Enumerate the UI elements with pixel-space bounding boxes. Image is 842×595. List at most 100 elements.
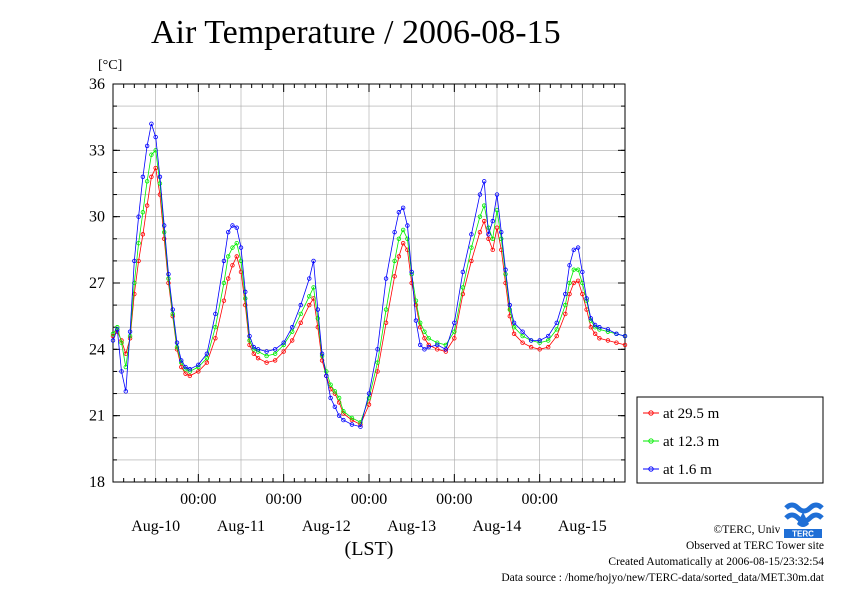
data-point-0 xyxy=(588,325,594,330)
data-point-0 xyxy=(554,333,559,339)
legend-swatch-marker xyxy=(648,438,654,444)
data-point-2 xyxy=(332,404,338,410)
data-point-1 xyxy=(324,369,329,374)
data-point-2 xyxy=(272,347,278,352)
data-point-0 xyxy=(290,338,295,343)
data-point-1 xyxy=(575,267,581,272)
data-point-0 xyxy=(307,302,312,308)
data-point-2 xyxy=(580,269,585,275)
data-point-0 xyxy=(183,371,188,376)
legend-label: at 1.6 m xyxy=(663,462,712,478)
data-point-2 xyxy=(592,322,598,328)
data-point-2 xyxy=(341,417,346,423)
x-tick-label: 00:00 xyxy=(180,491,216,508)
data-point-1 xyxy=(511,325,517,330)
data-point-1 xyxy=(307,294,312,299)
legend-label: at 29.5 m xyxy=(663,406,720,422)
data-point-0 xyxy=(140,232,146,237)
data-point-1 xyxy=(336,395,342,401)
data-point-1 xyxy=(383,307,389,312)
data-point-2 xyxy=(132,258,137,264)
data-point-1 xyxy=(405,236,410,241)
data-point-0 xyxy=(494,225,500,230)
data-point-2 xyxy=(127,329,133,334)
data-point-2 xyxy=(324,373,329,379)
data-point-2 xyxy=(336,413,342,418)
data-point-2 xyxy=(264,349,269,354)
data-point-2 xyxy=(255,347,261,352)
data-point-0 xyxy=(396,254,402,259)
data-point-2 xyxy=(418,342,423,348)
data-point-0 xyxy=(179,364,184,370)
data-point-1 xyxy=(452,329,457,334)
data-point-0 xyxy=(298,320,303,325)
data-point-0 xyxy=(614,340,619,345)
data-point-2 xyxy=(281,340,286,345)
data-point-1 xyxy=(563,302,568,308)
data-point-0 xyxy=(255,355,261,361)
data-point-2 xyxy=(588,316,594,321)
data-point-1 xyxy=(537,340,542,345)
data-point-2 xyxy=(405,223,410,228)
x-tick-label: 00:00 xyxy=(265,491,301,508)
data-point-1 xyxy=(230,245,235,250)
data-point-0 xyxy=(575,278,581,283)
data-point-1 xyxy=(400,227,406,233)
data-point-1 xyxy=(132,280,137,286)
credit-line: Observed at TERC Tower site xyxy=(685,540,824,552)
data-point-2 xyxy=(614,331,619,337)
data-point-2 xyxy=(482,179,487,184)
legend-swatch-marker xyxy=(648,410,654,416)
data-point-2 xyxy=(554,320,559,325)
data-point-2 xyxy=(319,351,325,356)
data-point-2 xyxy=(225,229,231,235)
credit-line: Data source : /home/hojyo/new/TERC-data/… xyxy=(501,572,824,584)
data-point-1 xyxy=(571,267,576,272)
data-point-0 xyxy=(546,344,551,350)
data-point-0 xyxy=(622,342,628,348)
legend-label: at 12.3 m xyxy=(663,434,720,450)
credits-block: ©TERC, Univ. Tsukuba Observed at TERC To… xyxy=(501,522,824,586)
logo-text: TERC xyxy=(792,530,814,539)
data-point-2 xyxy=(315,307,320,312)
data-point-2 xyxy=(366,391,372,396)
data-point-2 xyxy=(204,351,210,356)
data-point-2 xyxy=(161,223,167,228)
data-point-1 xyxy=(290,329,295,334)
data-point-1 xyxy=(567,280,572,286)
x-axis-label: (LST) xyxy=(345,538,394,560)
data-point-0 xyxy=(238,269,244,275)
data-point-2 xyxy=(507,302,512,308)
data-point-0 xyxy=(435,347,440,352)
data-point-2 xyxy=(196,362,201,368)
data-point-2 xyxy=(494,192,500,197)
data-point-2 xyxy=(477,192,483,197)
data-point-2 xyxy=(174,340,180,345)
data-point-2 xyxy=(528,338,534,343)
data-point-2 xyxy=(605,327,611,332)
data-point-2 xyxy=(153,134,158,140)
data-point-0 xyxy=(477,229,483,235)
data-point-2 xyxy=(571,247,576,253)
data-point-2 xyxy=(426,344,431,350)
data-point-0 xyxy=(486,236,491,241)
data-point-1 xyxy=(499,236,504,241)
data-point-2 xyxy=(490,218,495,224)
data-point-0 xyxy=(537,347,542,352)
data-point-0 xyxy=(605,338,611,343)
data-point-2 xyxy=(537,338,542,343)
y-tick-label: 36 xyxy=(89,76,105,93)
data-point-1 xyxy=(140,210,146,215)
data-point-2 xyxy=(597,325,602,330)
data-point-1 xyxy=(238,258,244,264)
data-point-2 xyxy=(383,276,389,281)
data-point-0 xyxy=(264,360,269,365)
data-point-1 xyxy=(520,333,525,339)
data-point-0 xyxy=(161,236,167,241)
data-point-1 xyxy=(311,285,316,290)
data-point-2 xyxy=(546,333,551,339)
data-point-2 xyxy=(392,229,397,235)
x-day-label: Aug-13 xyxy=(387,518,436,535)
x-day-label: Aug-10 xyxy=(131,518,180,535)
